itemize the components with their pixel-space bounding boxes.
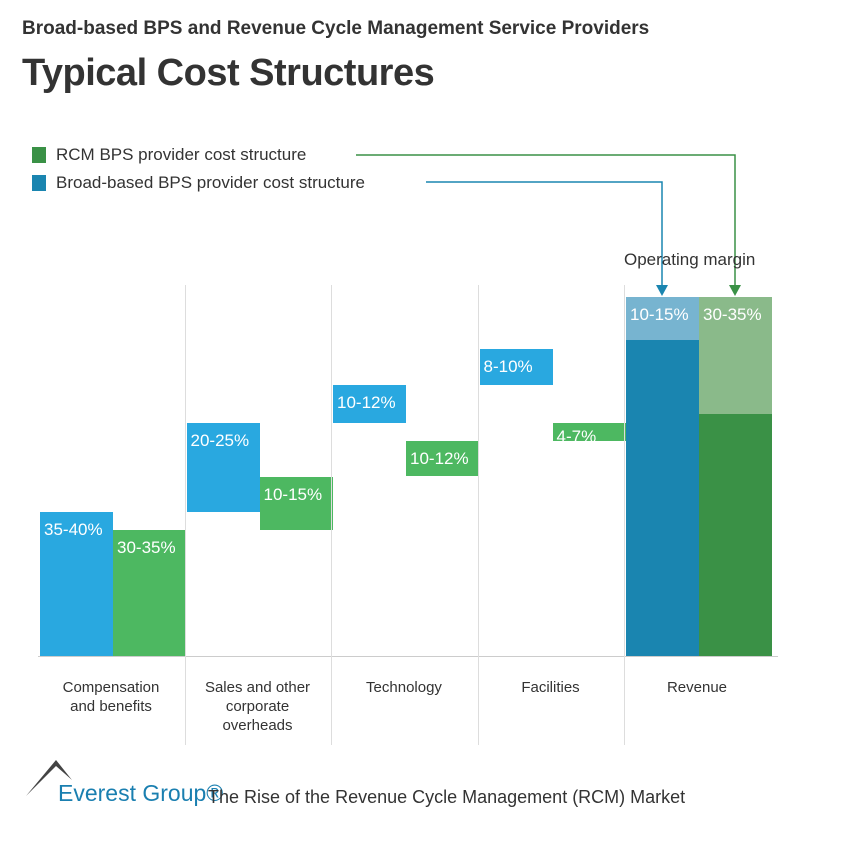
bar-rcm-margin (699, 297, 772, 414)
category-label: Revenue (666, 679, 728, 696)
everest-group-logo: Everest Group® (58, 780, 224, 806)
data-label: 20-25% (190, 430, 250, 450)
bar-broad-3 (479, 349, 553, 385)
bar-rcm-2 (406, 440, 479, 477)
grid-separator (184, 285, 186, 745)
bar-broad-revenue (626, 340, 699, 656)
legend-item-broad: Broad-based BPS provider cost structure (32, 173, 365, 193)
chart-title: Typical Cost Structures (22, 52, 435, 94)
bar-rcm-revenue (699, 413, 772, 656)
chart-subtitle: Broad-based BPS and Revenue Cycle Manage… (22, 18, 650, 39)
data-label: 8-10% (483, 357, 533, 377)
bar-rcm-1 (259, 476, 333, 531)
data-label: 35-40% (44, 520, 103, 540)
category-label: Facilities (521, 679, 580, 696)
bar-broad-2 (333, 384, 406, 423)
bar-rcm-0 (113, 530, 186, 656)
grid-separator (331, 285, 332, 745)
category-label: Sales and other corporate overheads (204, 679, 311, 734)
data-label: 30-35% (117, 538, 176, 558)
everest-logo-mountain-icon (26, 760, 72, 796)
data-label: 30-35% (703, 305, 762, 324)
legend-swatch-blue (32, 175, 46, 191)
grid-separator (477, 285, 479, 745)
report-title: The Rise of the Revenue Cycle Management… (208, 787, 686, 807)
legend-item-rcm: RCM BPS provider cost structure (32, 145, 306, 165)
bar-broad-margin (626, 297, 699, 341)
legend-label: RCM BPS provider cost structure (56, 145, 307, 164)
legend-label: Broad-based BPS provider cost structure (56, 173, 365, 192)
data-label: 10-12% (337, 392, 396, 412)
data-label: 4-7% (556, 426, 597, 446)
category-label: Technology (366, 679, 442, 696)
bar-broad-1 (186, 422, 260, 513)
bar-rcm-3 (552, 422, 626, 441)
data-label: 10-15% (630, 305, 689, 324)
category-label: Compensation and benefits (62, 679, 160, 715)
legend-swatch-green (32, 147, 46, 163)
data-label: 10-15% (263, 484, 323, 504)
bar-broad-0 (40, 512, 113, 656)
grid-separator (624, 285, 625, 745)
data-label: 10-12% (410, 448, 469, 468)
operating-margin-annotation: Operating margin (624, 250, 756, 269)
